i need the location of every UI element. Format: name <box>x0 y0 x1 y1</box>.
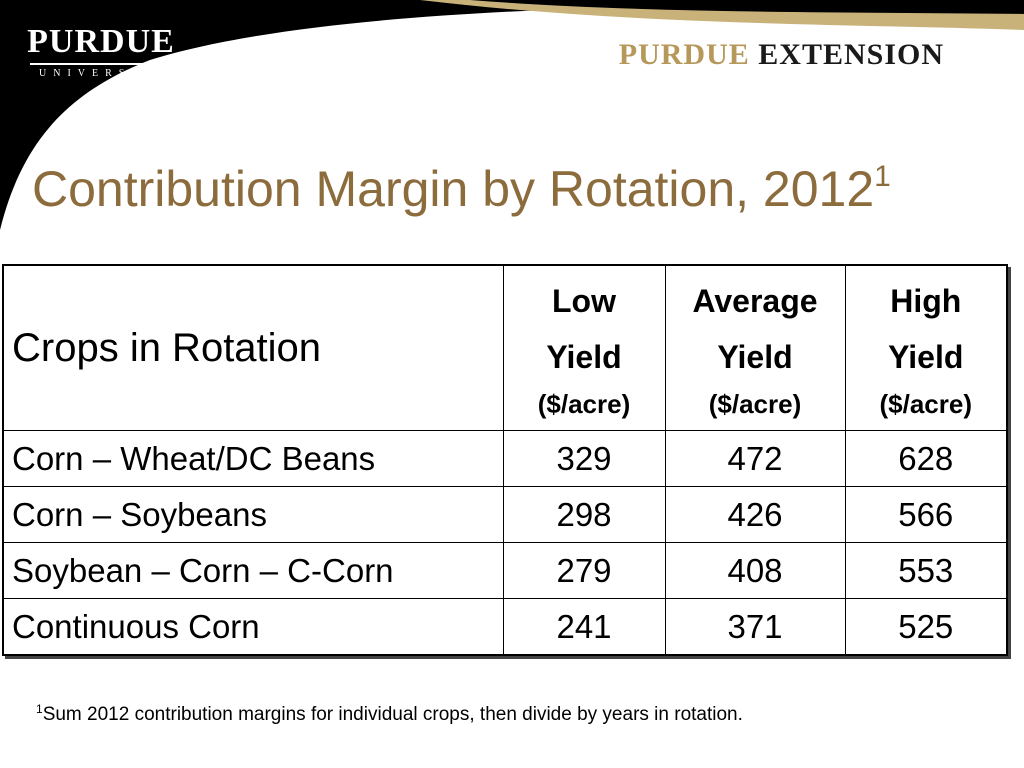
logo-ext-extension: EXTENSION <box>758 38 944 71</box>
row-label: Soybean – Corn – C-Corn <box>2 542 504 599</box>
low-yield-value: 241 <box>502 598 666 656</box>
table-row: Soybean – Corn – C-Corn 279 408 553 <box>2 542 1008 599</box>
column-header-line2: Yield <box>888 339 964 375</box>
table-header-row: Crops in Rotation Low Yield ($/acre) Ave… <box>2 264 1008 431</box>
average-yield-value: 426 <box>664 486 846 543</box>
logo-rule <box>30 63 172 65</box>
average-yield-value: 408 <box>664 542 846 599</box>
table-row: Corn – Wheat/DC Beans 329 472 628 <box>2 430 1008 487</box>
high-yield-value: 553 <box>844 542 1008 599</box>
column-header-low-yield: Low Yield ($/acre) <box>502 264 666 431</box>
logo-university-wordmark: UNIVERSITY <box>39 68 169 79</box>
row-label: Corn – Soybeans <box>2 486 504 543</box>
logo-ext-purdue: PURDUE <box>618 38 750 71</box>
table-row: Continuous Corn 241 371 525 <box>2 598 1008 656</box>
footnote-marker: 1 <box>36 702 43 716</box>
column-header-line1: Low <box>552 283 616 319</box>
slide-title-text: Contribution Margin by Rotation, 2012 <box>32 161 875 217</box>
high-yield-value: 566 <box>844 486 1008 543</box>
low-yield-value: 329 <box>502 430 666 487</box>
column-header-unit: ($/acre) <box>708 389 802 419</box>
column-header-line2: Yield <box>546 339 622 375</box>
average-yield-value: 371 <box>664 598 846 656</box>
row-label: Continuous Corn <box>2 598 504 656</box>
row-label: Corn – Wheat/DC Beans <box>2 430 504 487</box>
column-header-unit: ($/acre) <box>879 389 973 419</box>
header-swoosh-background <box>0 0 1024 230</box>
footnote-text: Sum 2012 contribution margins for indivi… <box>42 704 743 725</box>
row-header-label: Crops in Rotation <box>2 264 504 431</box>
purdue-university-logo: PURDUE UNIVERSITY <box>26 24 176 80</box>
table-row: Corn – Soybeans 298 426 566 <box>2 486 1008 543</box>
slide-title: Contribution Margin by Rotation, 20121 <box>32 160 891 218</box>
low-yield-value: 279 <box>502 542 666 599</box>
purdue-extension-logo: PURDUE EXTENSION <box>619 38 944 72</box>
column-header-line1: High <box>890 283 962 319</box>
column-header-high-yield: High Yield ($/acre) <box>844 264 1008 431</box>
logo-purdue-wordmark: PURDUE <box>27 23 175 60</box>
low-yield-value: 298 <box>502 486 666 543</box>
column-header-unit: ($/acre) <box>537 389 631 419</box>
column-header-line1: Average <box>692 283 818 319</box>
footnote: 1Sum 2012 contribution margins for indiv… <box>36 702 743 726</box>
high-yield-value: 525 <box>844 598 1008 656</box>
title-footnote-marker: 1 <box>874 160 891 193</box>
high-yield-value: 628 <box>844 430 1008 487</box>
column-header-average-yield: Average Yield ($/acre) <box>664 264 846 431</box>
contribution-margin-table: Crops in Rotation Low Yield ($/acre) Ave… <box>2 264 1008 656</box>
column-header-line2: Yield <box>717 339 793 375</box>
average-yield-value: 472 <box>664 430 846 487</box>
